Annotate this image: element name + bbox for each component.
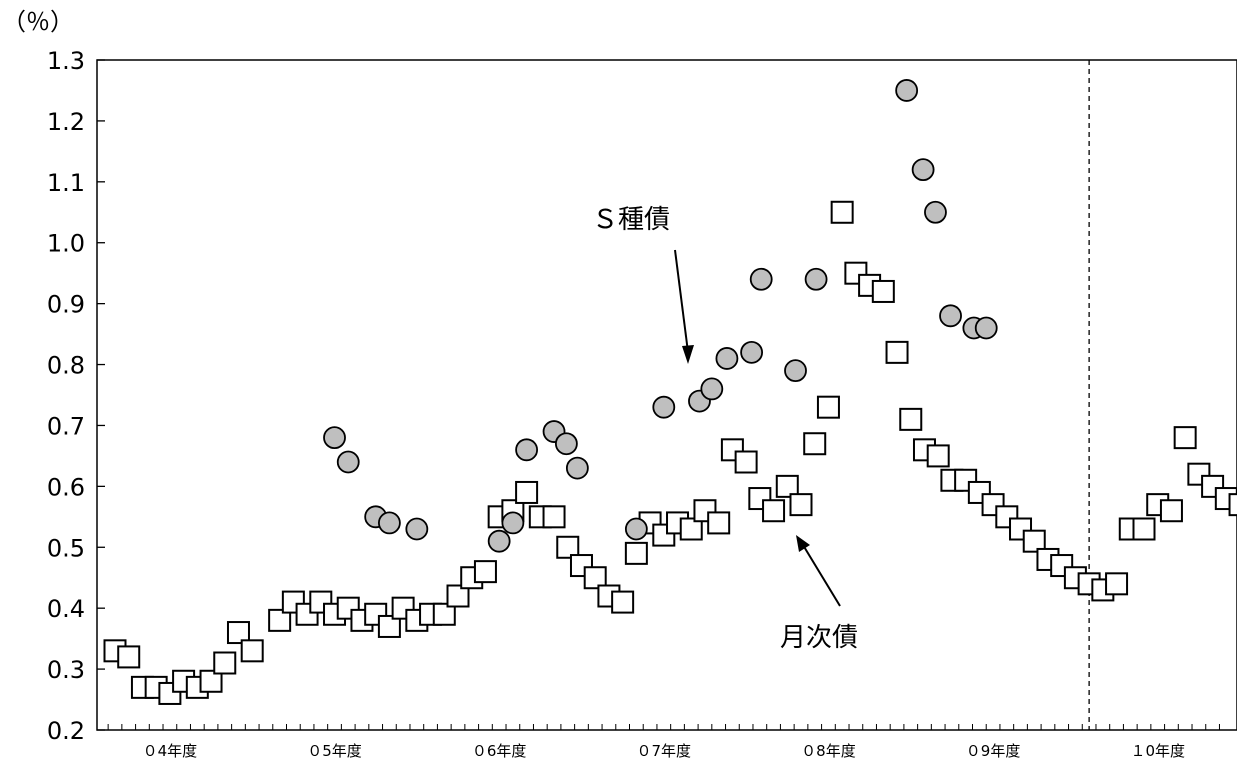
data-point-monthly-bond — [117, 645, 141, 669]
annotation-s-type-bonds: Ｓ種債 — [592, 205, 670, 235]
data-point-monthly-bond — [432, 602, 456, 626]
data-point-monthly-bond — [556, 535, 580, 559]
y-tick-label: 1.1 — [47, 169, 85, 197]
data-point-monthly-bond — [775, 474, 799, 498]
y-tick-label: 0.4 — [47, 595, 85, 623]
data-point-monthly-bond — [473, 560, 497, 584]
data-point-monthly-bond — [542, 505, 566, 529]
data-point-monthly-bond — [926, 444, 950, 468]
data-point-s-type-bond — [895, 79, 919, 102]
data-point-s-type-bond — [974, 316, 998, 340]
x-axis: ０4年度 ０5年度 ０6年度 ０7年度 ０8年度 ０9年度 １0年度 — [107, 724, 1220, 760]
data-point-s-type-bond — [624, 517, 648, 541]
data-point-monthly-bond — [1173, 426, 1197, 450]
data-point-s-type-bond — [501, 511, 525, 535]
y-axis: 1.3 1.2 1.1 1.0 0.9 0.8 0.7 0.6 0.5 0.4 0.3 0.2 — [47, 47, 105, 745]
data-point-s-type-bond — [911, 158, 935, 182]
y-unit-label: （％） — [2, 8, 74, 36]
data-point-monthly-bond — [611, 590, 635, 614]
y-tick-label: 0.8 — [47, 352, 85, 380]
data-point-s-type-bond — [565, 456, 589, 480]
data-point-monthly-bond — [830, 200, 854, 224]
data-point-monthly-bond — [377, 614, 401, 638]
data-point-monthly-bond — [803, 432, 827, 456]
y-tick-label: 1.0 — [47, 230, 85, 258]
y-tick-label: 0.2 — [47, 717, 85, 745]
x-tick-label: ０5年度 — [307, 742, 362, 760]
data-point-s-type-bond — [515, 438, 538, 462]
annotation-arrow-monthly — [802, 544, 841, 607]
annotation-arrowhead-s-type — [682, 345, 694, 364]
data-point-monthly-bond — [707, 511, 731, 535]
data-point-monthly-bond — [1022, 529, 1046, 553]
annotation-arrowhead-monthly — [796, 535, 810, 552]
x-tick-label: １0年度 — [1130, 742, 1185, 760]
data-point-monthly-bond — [734, 450, 758, 474]
series-monthly-bonds — [103, 200, 1237, 705]
data-point-monthly-bond — [268, 608, 292, 632]
data-point-s-type-bond — [804, 267, 828, 291]
data-point-s-type-bond — [939, 304, 962, 328]
y-tick-label: 0.7 — [47, 412, 85, 440]
plot-frame — [96, 59, 1237, 731]
data-point-monthly-bond — [583, 566, 607, 590]
annotation-monthly-bonds: 月次債 — [780, 623, 858, 653]
data-point-s-type-bond — [784, 359, 807, 383]
data-point-monthly-bond — [789, 493, 813, 517]
data-point-s-type-bond — [377, 511, 401, 535]
data-point-s-type-bond — [749, 267, 773, 291]
data-point-s-type-bond — [323, 426, 346, 450]
data-point-monthly-bond — [1105, 572, 1129, 596]
data-point-monthly-bond — [1132, 517, 1156, 541]
data-point-monthly-bond — [762, 499, 786, 523]
data-point-s-type-bond — [924, 200, 947, 224]
data-point-monthly-bond — [446, 584, 470, 608]
x-tick-label: ０4年度 — [143, 742, 198, 760]
data-point-s-type-bond — [715, 347, 739, 370]
data-point-s-type-bond — [554, 432, 578, 456]
data-point-monthly-bond — [624, 541, 648, 565]
data-point-monthly-bond — [199, 669, 223, 693]
x-tick-label: ０7年度 — [637, 742, 692, 760]
annotation-arrow-s-type — [674, 249, 689, 353]
x-tick-label: ０9年度 — [966, 742, 1021, 760]
y-tick-label: 1.3 — [47, 47, 85, 75]
data-point-s-type-bond — [336, 450, 360, 474]
data-point-monthly-bond — [226, 621, 250, 645]
series-s-type-bonds — [323, 79, 998, 553]
data-point-monthly-bond — [213, 651, 237, 675]
data-point-s-type-bond — [652, 395, 676, 419]
data-point-monthly-bond — [899, 407, 923, 431]
data-point-s-type-bond — [740, 340, 764, 364]
y-tick-label: 0.3 — [47, 656, 85, 684]
data-point-s-type-bond — [405, 517, 429, 541]
data-point-monthly-bond — [885, 340, 909, 364]
data-point-monthly-bond — [679, 517, 703, 541]
y-tick-label: 1.2 — [47, 108, 85, 136]
data-point-monthly-bond — [1228, 493, 1237, 517]
data-point-monthly-bond — [515, 480, 539, 504]
data-point-s-type-bond — [487, 529, 511, 553]
x-tick-label: ０6年度 — [472, 742, 527, 760]
data-point-monthly-bond — [871, 279, 895, 303]
data-point-monthly-bond — [816, 395, 840, 419]
y-tick-label: 0.5 — [47, 534, 85, 562]
y-tick-label: 0.6 — [47, 473, 85, 501]
y-tick-label: 0.9 — [47, 291, 85, 319]
data-point-s-type-bond — [700, 377, 724, 401]
data-point-monthly-bond — [1159, 499, 1183, 523]
x-tick-label: ０8年度 — [801, 742, 856, 760]
data-point-monthly-bond — [240, 639, 264, 663]
